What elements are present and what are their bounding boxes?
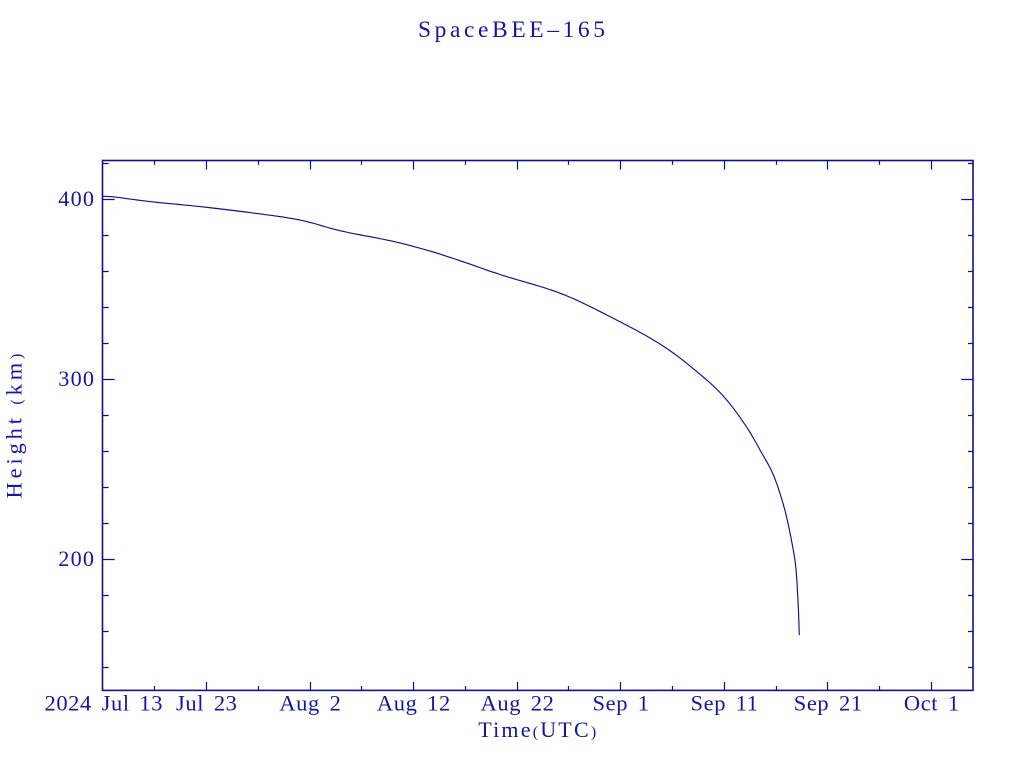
svg-text:200: 200 — [58, 546, 95, 571]
svg-text:Oct 1: Oct 1 — [904, 691, 960, 716]
svg-text:SpaceBEE–165: SpaceBEE–165 — [418, 17, 609, 43]
svg-text:300: 300 — [58, 366, 95, 391]
svg-text:Sep 21: Sep 21 — [794, 691, 863, 716]
svg-text:Aug 2: Aug 2 — [279, 691, 341, 716]
svg-text:2024 Jul 13: 2024 Jul 13 — [44, 691, 163, 716]
svg-text:Aug 22: Aug 22 — [481, 691, 555, 716]
svg-text:Sep 11: Sep 11 — [691, 691, 759, 716]
svg-text:400: 400 — [58, 186, 95, 211]
svg-text:Sep 1: Sep 1 — [593, 691, 650, 716]
svg-text:Aug 12: Aug 12 — [377, 691, 451, 716]
svg-text:Jul 23: Jul 23 — [176, 691, 237, 716]
svg-text:Height (km): Height (km) — [1, 350, 26, 499]
